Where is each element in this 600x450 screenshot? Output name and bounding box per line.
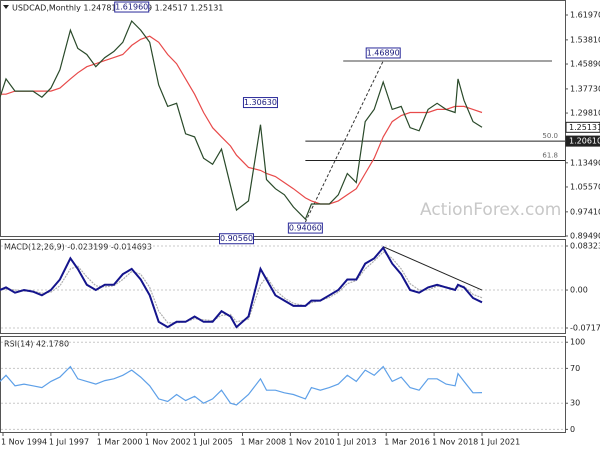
- price-label-box: [219, 233, 255, 245]
- price-label: 0.90560: [220, 234, 253, 243]
- series-line: [0, 365, 483, 406]
- x-tick-label: 1 Nov 2002: [145, 438, 191, 447]
- x-tick-label: 1 Nov 1994: [1, 438, 47, 447]
- price-label: 1.61960: [115, 3, 148, 12]
- price-pane: [0, 0, 566, 237]
- series-line: [0, 19, 483, 221]
- y-tick-label: 70: [570, 364, 580, 373]
- price-box-label: 1.25131: [569, 123, 600, 132]
- trend-line: [383, 246, 483, 291]
- series-line: [0, 35, 483, 205]
- series-line: [0, 245, 483, 329]
- price-label-box: [114, 1, 150, 13]
- price-box-label: 1.20610: [569, 137, 600, 146]
- y-tick-label: -0.071752: [570, 324, 600, 333]
- series-line: [0, 251, 483, 324]
- title-arrow: [3, 5, 9, 9]
- y-tick-label: 1.45890: [570, 60, 600, 69]
- x-tick-label: 1 Mar 2008: [241, 438, 287, 447]
- macd-title: MACD(12,26,9) -0.023199 -0.014693: [4, 243, 152, 252]
- y-tick-label: 0: [570, 425, 575, 434]
- rsi-pane: [0, 336, 566, 433]
- y-tick-label: 1.53810: [570, 35, 600, 44]
- price-label-box: [365, 47, 401, 59]
- y-tick-label: 1.13490: [570, 158, 600, 167]
- y-tick-label: 30: [570, 399, 580, 408]
- y-tick-label: 1.61970: [570, 10, 600, 19]
- x-tick-label: 1 Jul 1997: [49, 438, 89, 447]
- fib-label: 50.0: [542, 132, 558, 140]
- y-tick-label: 1.05570: [570, 182, 600, 191]
- price-box: [565, 135, 600, 147]
- y-tick-label: 1.29810: [570, 109, 600, 118]
- watermark: ActionForex.com: [420, 200, 561, 220]
- price-label-box: [287, 222, 323, 234]
- x-tick-label: 1 Nov 2010: [288, 438, 334, 447]
- y-tick-label: 0.97410: [570, 207, 600, 216]
- price-box: [565, 121, 600, 133]
- macd-pane: [0, 239, 566, 334]
- x-tick-label: 1 Mar 2000: [97, 438, 143, 447]
- y-tick-label: 0.083235: [570, 242, 600, 251]
- x-tick-label: 1 Jul 2005: [193, 438, 233, 447]
- price-label: 1.30630: [244, 98, 277, 107]
- x-tick-label: 1 Jul 2013: [336, 438, 376, 447]
- y-tick-label: 100: [570, 338, 585, 347]
- fib-label: 61.8: [542, 152, 558, 160]
- x-tick-label: 1 Mar 2016: [384, 438, 430, 447]
- price-label: 1.46890: [367, 48, 400, 57]
- y-tick-label: 1.37730: [570, 84, 600, 93]
- y-tick-label: 0.89490: [570, 232, 600, 241]
- price-label: 0.94060: [289, 224, 322, 233]
- x-tick-label: 1 Nov 2018: [432, 438, 478, 447]
- price-label-box: [242, 97, 278, 109]
- x-tick-label: 1 Jul 2021: [480, 438, 520, 447]
- rsi-title: RSI(14) 42.1780: [4, 340, 69, 349]
- y-tick-label: 0.00: [570, 286, 588, 295]
